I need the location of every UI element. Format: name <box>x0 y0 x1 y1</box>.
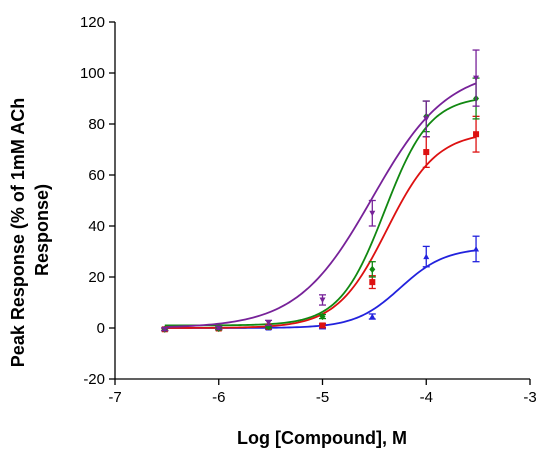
y-tick-label: -20 <box>83 371 105 388</box>
y-tick-label: 60 <box>88 167 105 184</box>
y-axis-title-line-2: Response) <box>32 184 52 276</box>
data-point <box>319 312 326 321</box>
x-tick-label: -6 <box>212 389 225 406</box>
x-tick-label: -3 <box>523 389 536 406</box>
series-2-points <box>161 115 480 333</box>
data-point <box>161 326 168 333</box>
data-point <box>423 116 430 122</box>
data-point <box>473 131 480 138</box>
data-point <box>473 245 480 252</box>
y-tick-label: 80 <box>88 116 105 133</box>
y-axis-title: Peak Response (% of 1mM ACh Response) <box>8 93 52 367</box>
data-point <box>319 322 326 329</box>
data-point <box>215 325 222 331</box>
data-point <box>265 320 272 326</box>
x-tick-label: -4 <box>420 389 433 406</box>
data-point <box>369 313 376 320</box>
data-point <box>369 210 376 217</box>
fit-curve-2 <box>164 136 477 329</box>
data-point <box>265 323 272 331</box>
y-tick-label: 40 <box>88 218 105 235</box>
y-tick-label: 100 <box>80 65 105 82</box>
fit-curve-3 <box>164 98 477 327</box>
x-tick-label: -5 <box>316 389 329 406</box>
x-axis-title: Log [Compound], M <box>237 428 407 448</box>
data-point <box>423 149 430 156</box>
fit-curves <box>164 82 477 329</box>
data-point <box>319 297 326 303</box>
y-tick-label: 20 <box>88 269 105 286</box>
data-point <box>369 279 376 286</box>
x-axis-ticks: -7 -6 -5 -4 -3 <box>108 379 537 406</box>
series-4-points <box>161 49 480 333</box>
fit-curve-4 <box>164 82 477 328</box>
y-tick-label: 0 <box>97 320 105 337</box>
y-tick-label: 120 <box>80 14 105 31</box>
data-point <box>423 253 430 260</box>
data-point <box>473 75 480 82</box>
y-axis-ticks: -20 0 20 40 60 80 100 120 <box>80 14 115 388</box>
data-points <box>161 49 480 333</box>
data-point <box>369 265 376 273</box>
y-axis-title-line-1: Peak Response (% of 1mM ACh <box>8 98 28 367</box>
x-tick-label: -7 <box>108 389 121 406</box>
